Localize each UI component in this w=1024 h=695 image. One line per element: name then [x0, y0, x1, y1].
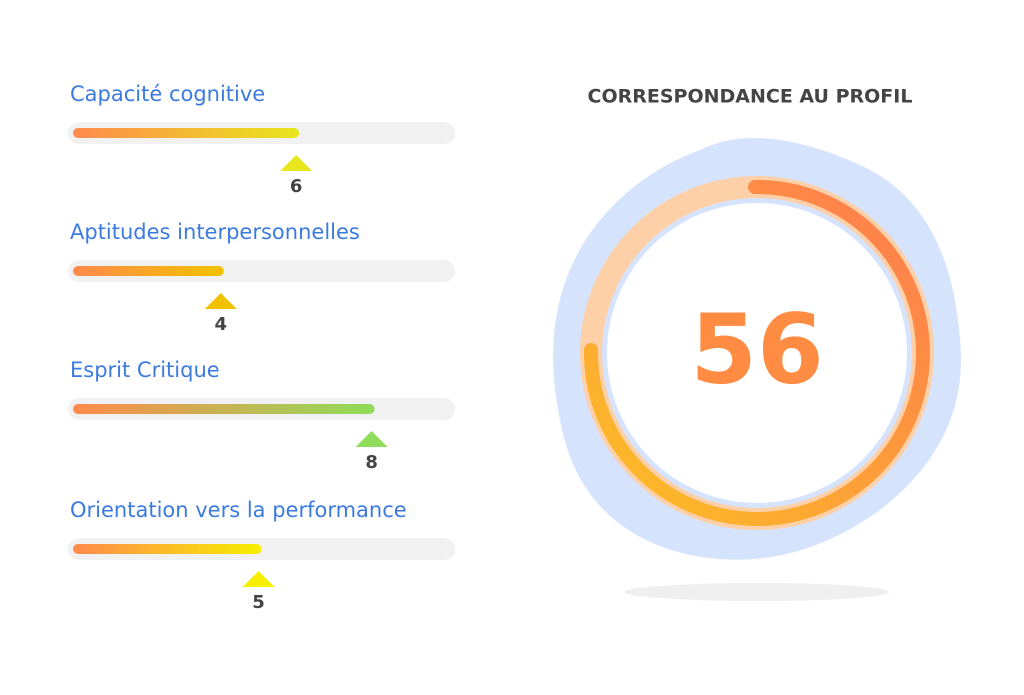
skill-value: 5 — [252, 592, 265, 613]
skill-value: 8 — [365, 452, 378, 473]
skill-label: Aptitudes interpersonnelles — [70, 220, 360, 244]
marker — [242, 571, 275, 587]
score-value: 56 — [690, 293, 824, 405]
skill-value: 4 — [215, 314, 228, 335]
ring-inner — [607, 203, 907, 503]
bar — [73, 404, 375, 414]
bar — [73, 266, 224, 276]
skill-label: Capacité cognitive — [70, 82, 265, 106]
skill-label: Orientation vers la performance — [70, 498, 407, 522]
skills: Capacité cognitive 6 Aptitudes interperson… — [68, 82, 455, 613]
bar — [73, 544, 262, 554]
marker — [355, 431, 388, 447]
shadow — [625, 583, 889, 601]
skill-label: Esprit Critique — [70, 358, 220, 382]
ring-arc — [583, 179, 930, 526]
marker — [280, 155, 313, 171]
bar — [73, 128, 300, 138]
marker — [204, 293, 237, 309]
score-title: CORRESPONDANCE AU PROFIL — [588, 86, 913, 108]
skill-value: 6 — [290, 176, 303, 197]
bar-track — [68, 260, 455, 282]
